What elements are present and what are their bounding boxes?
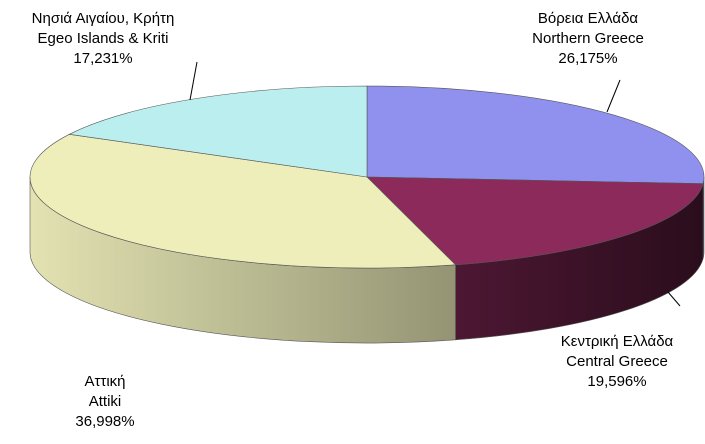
slice: [366, 85, 705, 185]
slice-label: Central Greece: [566, 353, 668, 370]
slice-label: Egeo Islands & Kriti: [38, 30, 169, 47]
leader-line: [606, 79, 621, 113]
slice-label: Κεντρική Ελλάδα: [561, 333, 674, 350]
leader-line: [667, 291, 681, 307]
value-label: 19,596%: [587, 373, 646, 390]
slice-label: Northern Greece: [532, 30, 644, 47]
slice-label: Νησιά Αιγαίου, Κρήτη: [32, 10, 175, 27]
value-label: 26,175%: [558, 50, 617, 67]
value-label: 17,231%: [73, 50, 132, 67]
value-label: 36,998%: [75, 413, 134, 430]
slice-label: Βόρεια Ελλάδα: [538, 10, 639, 27]
slice: [29, 134, 457, 269]
slice: [68, 85, 368, 178]
slice: [366, 176, 704, 266]
leader-line: [189, 61, 198, 101]
slice-label: Attiki: [89, 393, 122, 410]
slice-label: Αττική: [84, 373, 125, 390]
